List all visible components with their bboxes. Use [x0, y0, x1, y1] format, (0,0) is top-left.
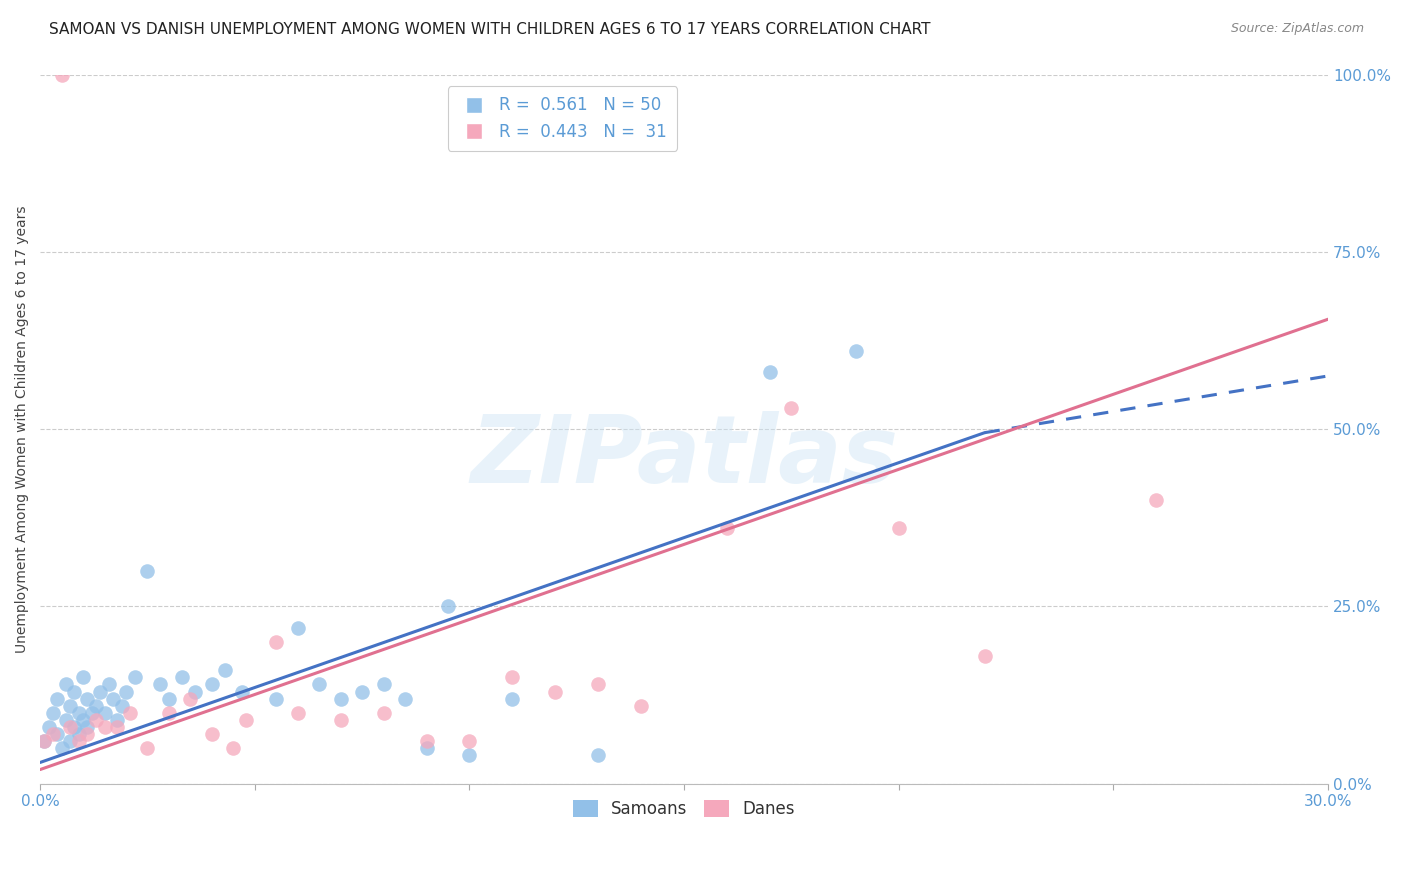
Point — [845, 344, 868, 359]
Point — [308, 677, 330, 691]
Point — [329, 713, 352, 727]
Point — [170, 670, 193, 684]
Point — [42, 706, 65, 720]
Point — [373, 677, 395, 691]
Point — [63, 720, 86, 734]
Point — [287, 621, 309, 635]
Point — [34, 734, 56, 748]
Point — [329, 691, 352, 706]
Point — [76, 691, 98, 706]
Point — [157, 706, 180, 720]
Point — [105, 713, 128, 727]
Point — [179, 691, 201, 706]
Point — [235, 713, 257, 727]
Point — [231, 684, 253, 698]
Point — [201, 677, 224, 691]
Point — [183, 684, 205, 698]
Point — [458, 734, 481, 748]
Point — [136, 741, 159, 756]
Point — [630, 698, 652, 713]
Point — [89, 684, 111, 698]
Point — [201, 727, 224, 741]
Point — [51, 68, 73, 82]
Point — [93, 720, 115, 734]
Point — [46, 691, 69, 706]
Point — [34, 734, 56, 748]
Point — [437, 599, 460, 614]
Point — [973, 649, 995, 664]
Point — [544, 684, 567, 698]
Point — [84, 698, 107, 713]
Point — [501, 670, 523, 684]
Point — [105, 720, 128, 734]
Text: Source: ZipAtlas.com: Source: ZipAtlas.com — [1230, 22, 1364, 36]
Point — [214, 663, 236, 677]
Point — [136, 564, 159, 578]
Point — [373, 706, 395, 720]
Point — [55, 713, 77, 727]
Point — [588, 677, 610, 691]
Point — [80, 706, 103, 720]
Point — [120, 706, 142, 720]
Point — [59, 698, 82, 713]
Text: SAMOAN VS DANISH UNEMPLOYMENT AMONG WOMEN WITH CHILDREN AGES 6 TO 17 YEARS CORRE: SAMOAN VS DANISH UNEMPLOYMENT AMONG WOME… — [49, 22, 931, 37]
Point — [72, 713, 94, 727]
Point — [76, 720, 98, 734]
Point — [115, 684, 138, 698]
Point — [67, 734, 90, 748]
Point — [588, 748, 610, 763]
Y-axis label: Unemployment Among Women with Children Ages 6 to 17 years: Unemployment Among Women with Children A… — [15, 205, 30, 653]
Point — [501, 691, 523, 706]
Legend: Samoans, Danes: Samoans, Danes — [567, 794, 801, 825]
Point — [63, 684, 86, 698]
Point — [157, 691, 180, 706]
Point — [111, 698, 134, 713]
Point — [124, 670, 146, 684]
Point — [264, 635, 287, 649]
Point — [780, 401, 803, 415]
Point — [38, 720, 60, 734]
Point — [887, 521, 910, 535]
Point — [51, 741, 73, 756]
Point — [46, 727, 69, 741]
Point — [42, 727, 65, 741]
Point — [67, 706, 90, 720]
Point — [67, 727, 90, 741]
Point — [101, 691, 124, 706]
Point — [415, 741, 437, 756]
Point — [93, 706, 115, 720]
Point — [149, 677, 172, 691]
Point — [97, 677, 120, 691]
Point — [59, 734, 82, 748]
Point — [264, 691, 287, 706]
Point — [72, 670, 94, 684]
Point — [415, 734, 437, 748]
Point — [59, 720, 82, 734]
Point — [716, 521, 738, 535]
Point — [76, 727, 98, 741]
Point — [55, 677, 77, 691]
Point — [287, 706, 309, 720]
Point — [759, 365, 782, 379]
Point — [84, 713, 107, 727]
Point — [222, 741, 245, 756]
Point — [1144, 493, 1167, 508]
Text: ZIPatlas: ZIPatlas — [470, 411, 898, 503]
Point — [458, 748, 481, 763]
Point — [352, 684, 374, 698]
Point — [394, 691, 416, 706]
